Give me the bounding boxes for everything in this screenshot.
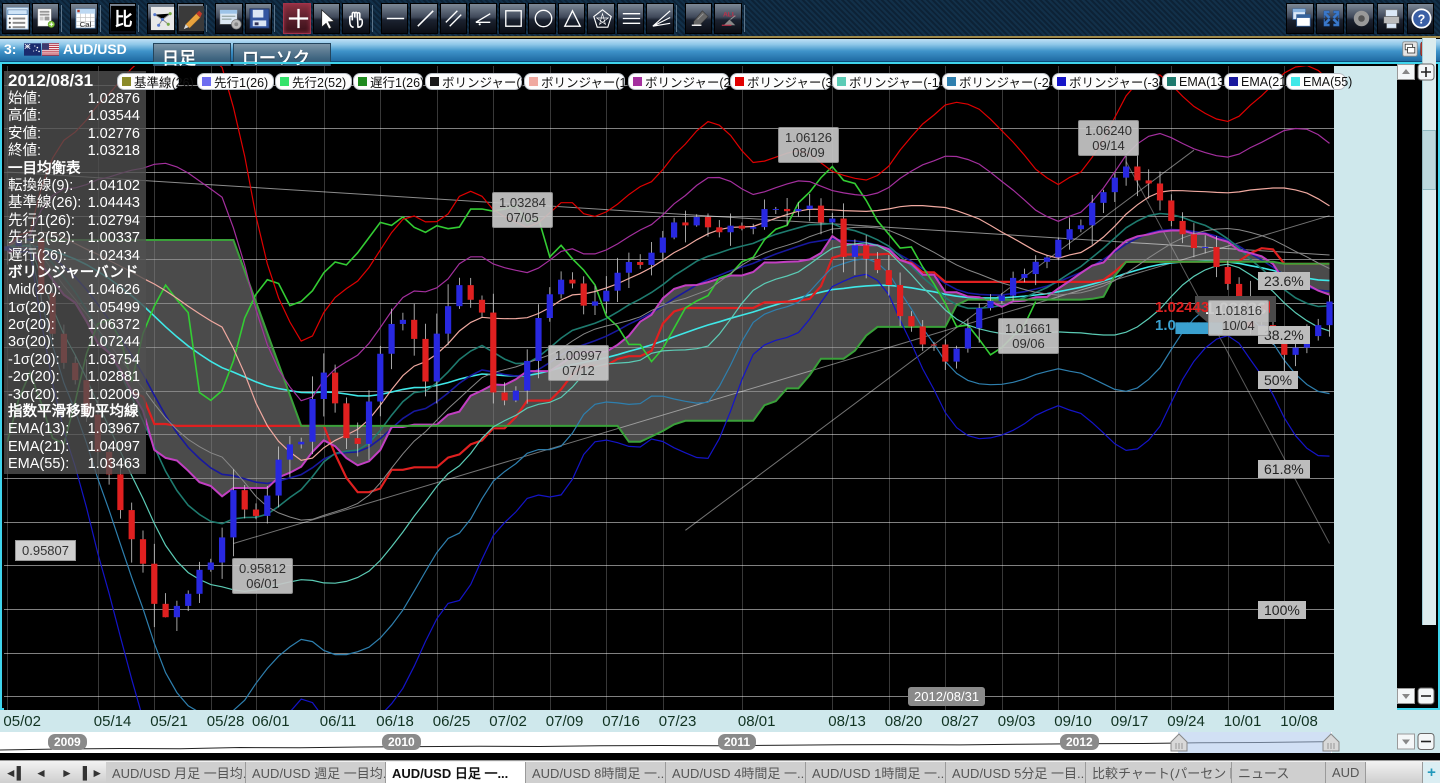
svg-text:Cal: Cal [79, 20, 91, 29]
svg-text:?: ? [1418, 12, 1426, 26]
svg-text:ALL: ALL [722, 11, 735, 18]
svg-text:比: 比 [114, 8, 132, 29]
